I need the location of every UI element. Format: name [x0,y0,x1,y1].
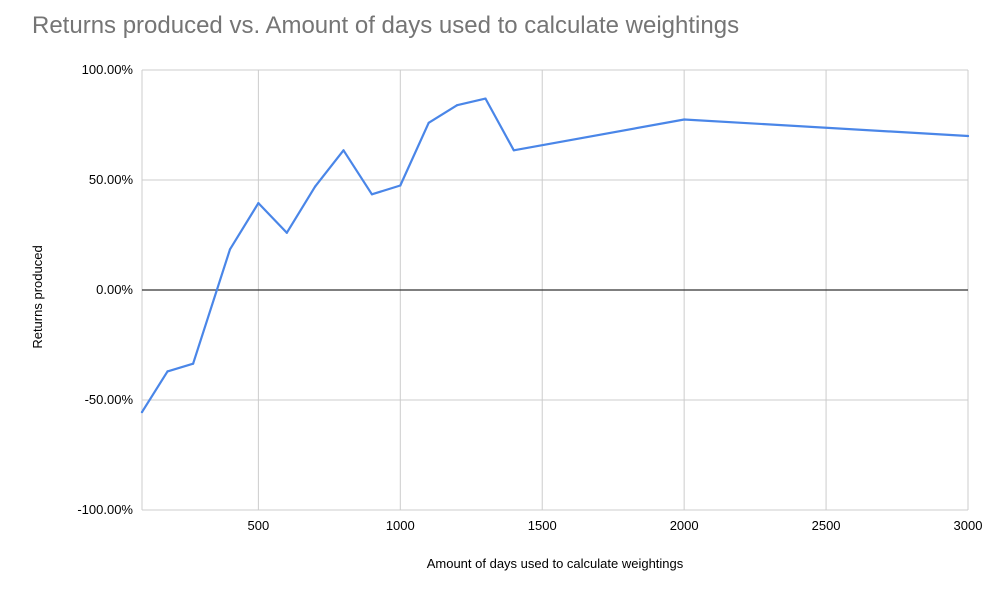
y-axis-title: Returns produced [30,245,45,348]
data-point [314,185,317,188]
x-tick-label: 2500 [812,518,841,533]
data-point [285,231,288,234]
data-point [966,134,970,138]
data-point [455,104,459,107]
data-point [166,370,169,373]
data-point [342,149,345,152]
data-point [512,149,515,152]
data-point [427,121,430,124]
series-layer [140,97,970,414]
data-point [370,193,374,196]
data-point [228,248,232,251]
x-tick-label: 1500 [528,518,557,533]
x-axis-tick-labels: 500 1000 1500 2000 2500 3000 [248,518,983,533]
y-tick-label: 100.00% [82,62,134,77]
data-point [484,97,487,100]
y-tick-label: 50.00% [89,172,134,187]
y-tick-label: 0.00% [96,282,133,297]
x-tick-label: 1000 [386,518,415,533]
data-point [683,118,686,121]
data-point [191,362,195,365]
x-tick-label: 2000 [670,518,699,533]
x-axis-title: Amount of days used to calculate weighti… [427,556,684,571]
y-axis-tick-labels: -100.00% -50.00% 0.00% 50.00% 100.00% [77,62,133,517]
chart-title: Returns produced vs. Amount of days used… [32,12,740,39]
y-tick-label: -100.00% [77,502,133,517]
data-point [257,202,260,205]
y-tick-label: -50.00% [85,392,134,407]
series-line [140,97,970,414]
data-point [140,411,144,414]
x-tick-label: 500 [248,518,270,533]
data-point [399,184,402,187]
x-tick-label: 3000 [954,518,983,533]
